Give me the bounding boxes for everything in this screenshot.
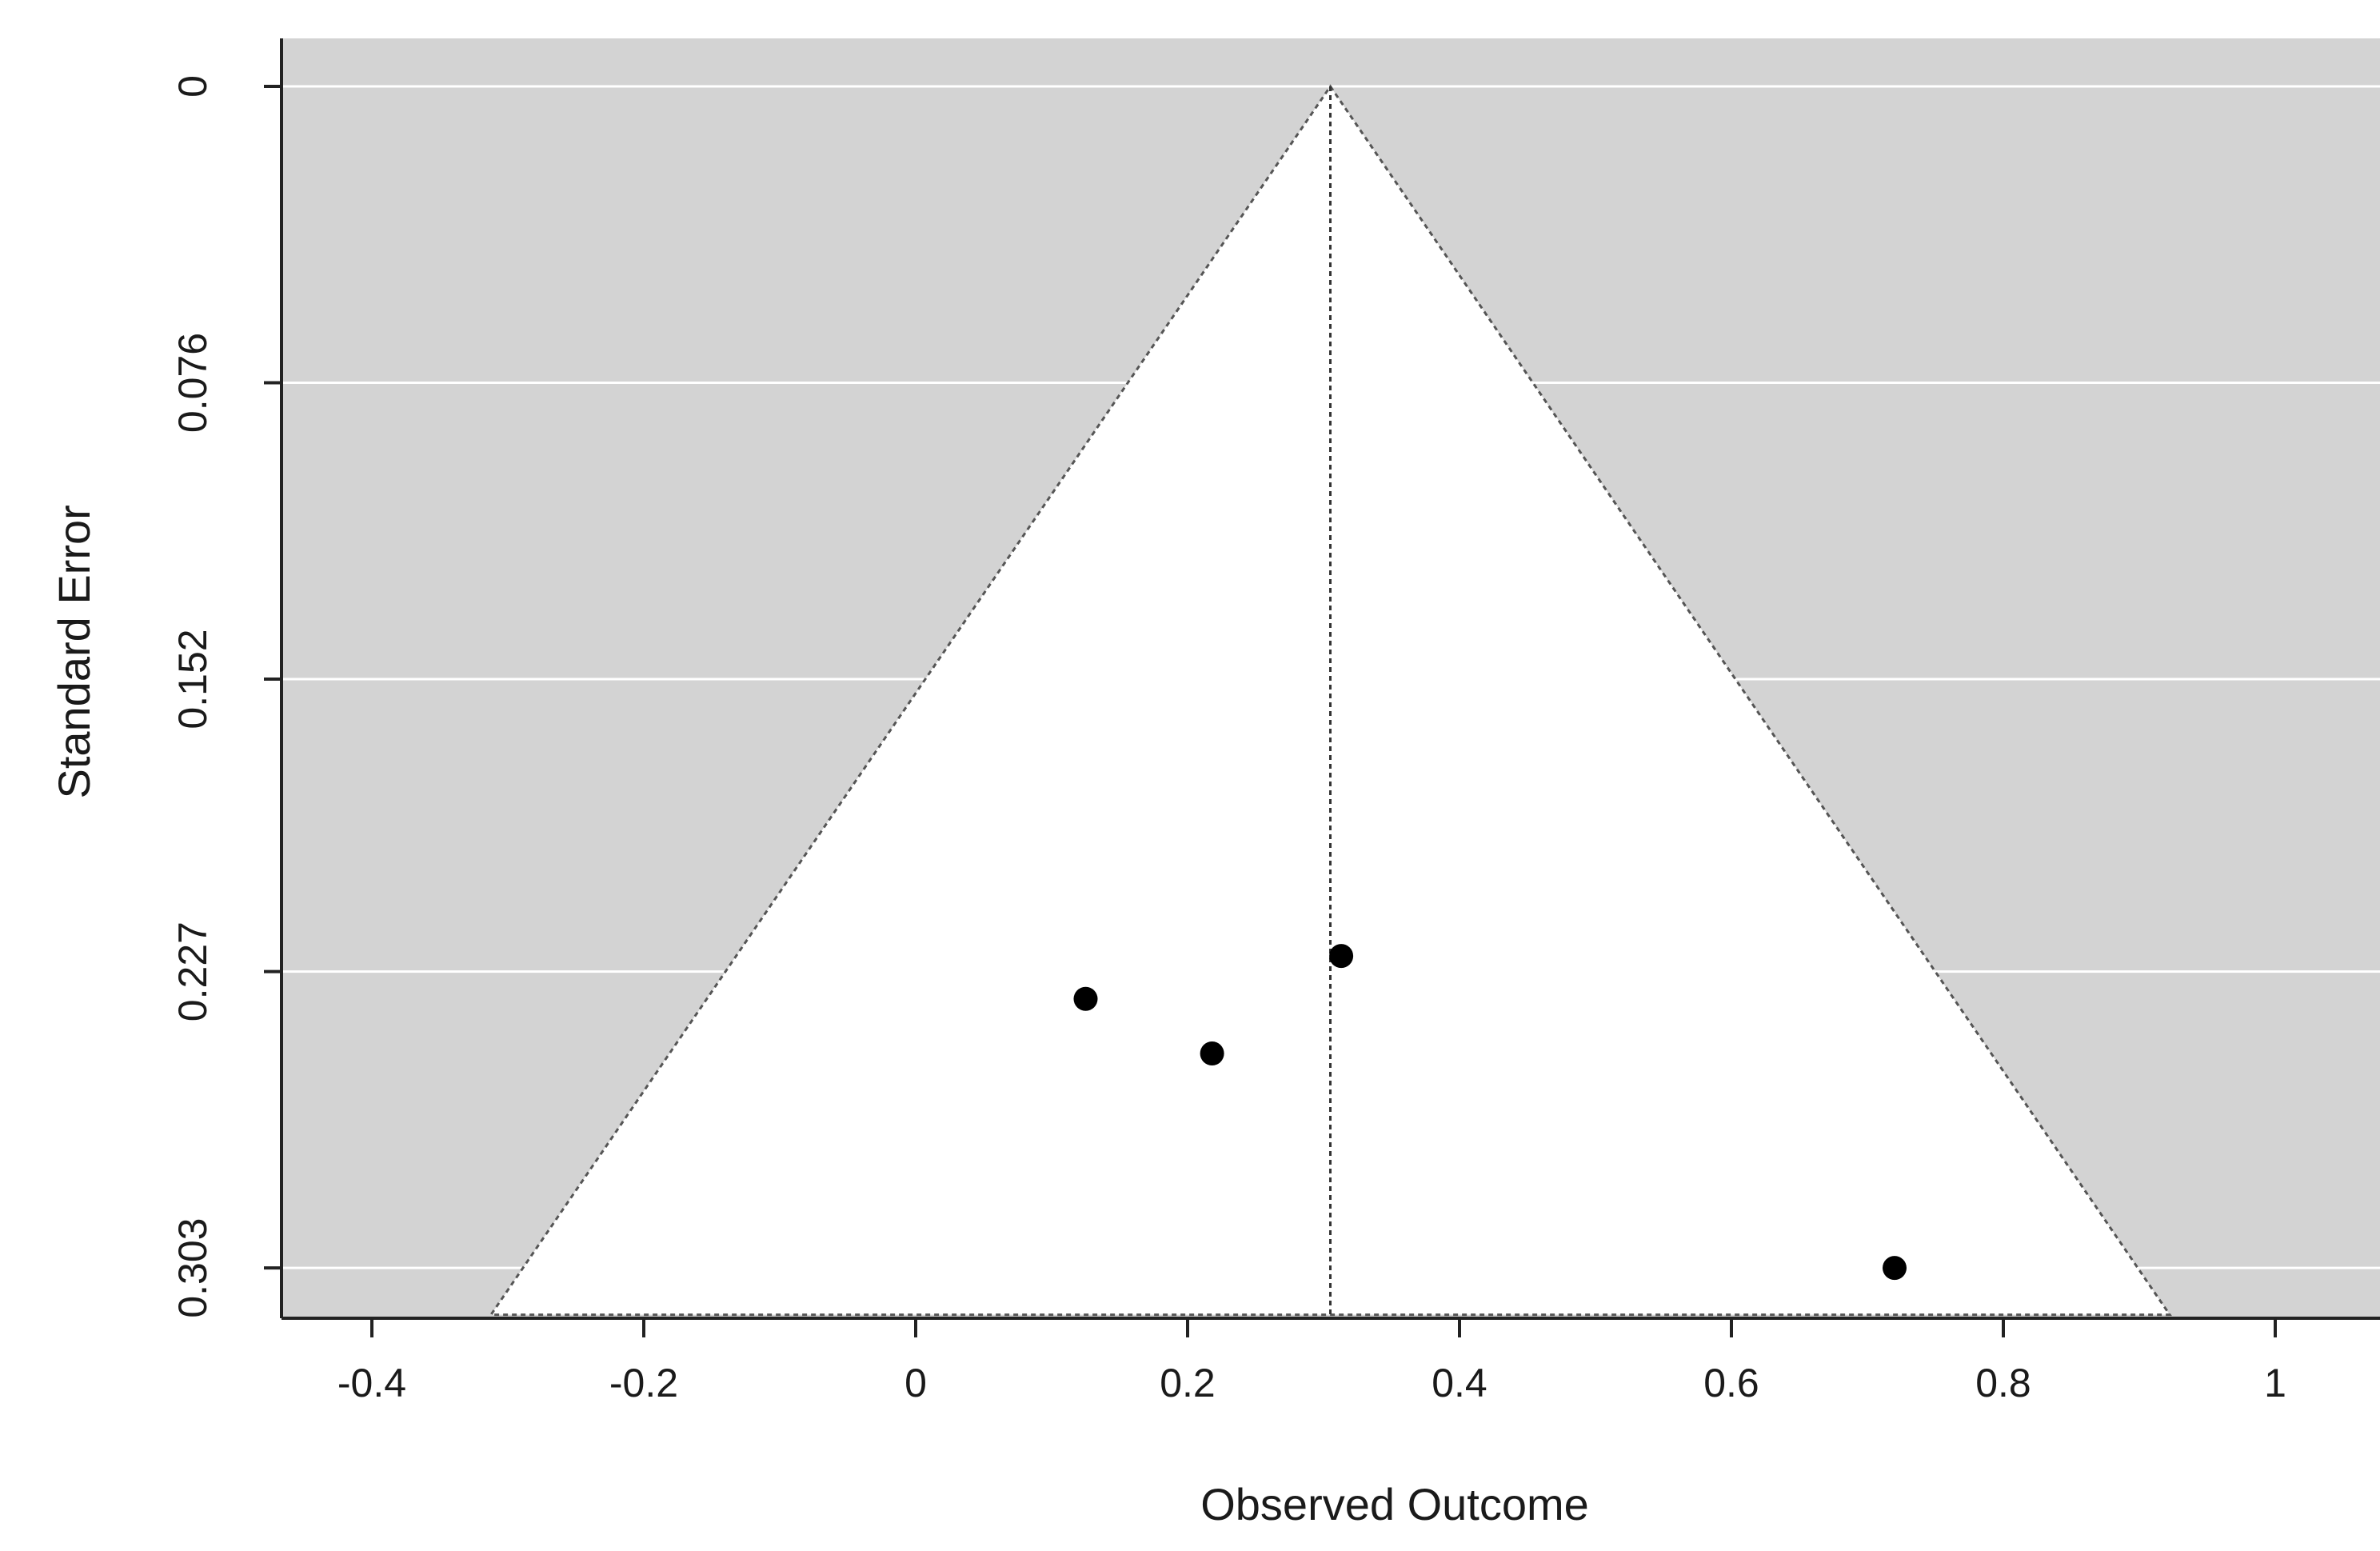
x-axis-label: Observed Outcome	[1200, 1479, 1589, 1529]
y-tick-label: 0.076	[170, 333, 215, 433]
y-tick-label: 0.152	[170, 629, 215, 729]
x-tick-label: 0.6	[1703, 1361, 1759, 1405]
funnel-region	[489, 84, 2172, 1317]
y-tick-label: 0.303	[170, 1218, 215, 1318]
y-axis-label: Standard Error	[49, 505, 99, 798]
x-tick-label: 1	[2264, 1361, 2286, 1405]
data-points	[1073, 944, 1907, 1281]
y-tick-label: 0	[170, 75, 215, 98]
x-tick-label: -0.2	[609, 1361, 678, 1405]
x-tick-label: -0.4	[337, 1361, 406, 1405]
x-tick-label: 0.2	[1160, 1361, 1216, 1405]
data-point	[1883, 1256, 1907, 1281]
data-point	[1200, 1041, 1224, 1065]
x-tick-label: 0.8	[1975, 1361, 2031, 1405]
y-tick-label: 0.227	[170, 921, 215, 1021]
data-point	[1073, 986, 1098, 1011]
axes: 0 0.076 0.152 0.227 0.303 -0.4 -0.2 0 0.2 0.4 0.6 0…	[170, 38, 2380, 1405]
x-tick-label: 0.4	[1432, 1361, 1488, 1405]
x-tick-label: 0	[904, 1361, 927, 1405]
data-point	[1329, 944, 1354, 969]
